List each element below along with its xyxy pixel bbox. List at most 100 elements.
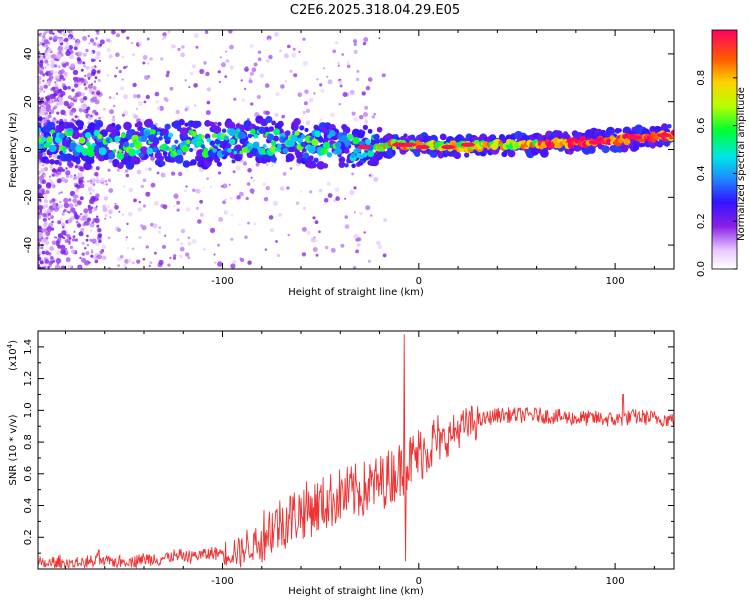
spectrogram-noise <box>85 251 90 256</box>
spectrogram-noise <box>74 92 80 98</box>
spectrogram-noise <box>162 35 167 39</box>
spectrogram-noise <box>90 206 94 209</box>
spectrogram-noise <box>364 119 369 124</box>
spectrogram-band-core <box>87 150 95 158</box>
spectrogram-noise <box>101 244 106 249</box>
spectrogram-band-core <box>48 144 57 153</box>
spectrogram-band-halo <box>318 136 324 142</box>
spectrogram-noise <box>351 172 354 176</box>
spectrogram-noise <box>213 253 216 256</box>
spectrogram-band-core <box>98 147 107 156</box>
spectrogram-noise <box>56 111 60 115</box>
spectrogram-band-core <box>129 142 135 148</box>
spectrogram-noise <box>98 239 102 243</box>
spectrogram-noise <box>222 200 226 205</box>
spectrogram-noise <box>61 212 65 216</box>
spectrogram-noise <box>90 114 93 118</box>
spectrogram-noise <box>326 75 329 78</box>
spectrogram-noise <box>87 77 91 80</box>
spectrogram-noise <box>97 78 101 83</box>
spectrogram-noise <box>96 91 101 96</box>
spectrogram-noise <box>173 254 177 258</box>
spectrogram-band-halo <box>209 140 216 146</box>
spectrogram-noise <box>62 210 65 213</box>
spectrogram-noise <box>90 51 93 54</box>
spectrogram-band-core <box>302 152 309 159</box>
spectrogram-noise <box>115 66 119 70</box>
spectrogram-noise <box>179 254 183 258</box>
spectrogram-noise <box>53 89 56 93</box>
spectrogram-noise <box>371 115 376 119</box>
spectrogram-noise <box>282 172 287 176</box>
spectrogram-band-halo <box>58 120 65 127</box>
spectrogram-band-core <box>118 149 123 154</box>
spectrogram-noise <box>48 36 53 41</box>
spectrogram-band-halo <box>268 126 275 132</box>
spectrogram-noise <box>330 247 336 253</box>
spectrogram-band-halo <box>308 155 314 161</box>
spectrogram-noise <box>112 104 116 108</box>
spectrogram-noise <box>39 85 44 90</box>
spectrogram-noise <box>279 186 285 191</box>
spectrogram-noise <box>170 44 175 49</box>
spectrogram-band-halo <box>64 153 73 162</box>
spectrogram-noise <box>121 213 125 216</box>
spectrogram-noise <box>158 230 161 234</box>
spectrogram-noise <box>301 252 307 257</box>
spectrogram-band-halo <box>178 118 185 126</box>
spectrogram-band-core <box>227 148 232 153</box>
spectrogram-band-core <box>197 133 203 140</box>
colorbar-tick-label: 0.6 <box>696 118 707 134</box>
spectrogram-noise <box>45 236 49 240</box>
spectrogram-noise <box>277 254 280 257</box>
spectrogram-band-halo <box>216 161 222 167</box>
spectrogram-noise <box>86 72 93 78</box>
spectrogram-noise <box>279 49 282 53</box>
spectrogram-noise <box>65 41 69 45</box>
spectrogram-noise <box>52 168 57 173</box>
spectrogram-noise <box>108 159 113 164</box>
spectrogram-noise <box>340 243 345 248</box>
spectrogram-y-tick-label: -20 <box>23 189 34 205</box>
spectrogram-noise <box>52 153 58 159</box>
spectrogram-noise <box>274 32 279 37</box>
spectrogram-noise <box>69 174 73 178</box>
spectrogram-noise <box>132 82 137 88</box>
spectrogram-noise <box>162 244 166 249</box>
spectrogram-band-halo <box>391 150 396 155</box>
spectrogram-noise <box>59 74 64 80</box>
spectrogram-noise <box>40 97 44 101</box>
spectrogram-band-halo <box>293 118 301 126</box>
colorbar-gradient <box>711 29 738 270</box>
spectrogram-noise <box>246 182 251 186</box>
spectrogram-noise <box>57 171 62 176</box>
spectrogram-band-halo <box>265 115 273 124</box>
spectrogram-band-core <box>300 141 306 147</box>
spectrogram-band-core <box>233 150 238 155</box>
spectrogram-noise <box>332 49 337 54</box>
spectrogram-band-core <box>334 147 342 155</box>
spectrogram-band-halo <box>429 149 439 158</box>
spectrogram-noise <box>101 255 107 260</box>
spectrogram-noise <box>44 259 50 264</box>
spectrogram-noise <box>70 216 75 221</box>
spectrogram-noise <box>292 47 296 51</box>
spectrogram-band-core <box>322 141 331 150</box>
spectrogram-noise <box>112 115 115 119</box>
spectrogram-noise <box>44 210 47 213</box>
spectrogram-noise <box>326 181 331 186</box>
spectrogram-noise <box>86 244 90 247</box>
spectrogram-noise <box>48 205 54 211</box>
spectrogram-noise <box>77 266 82 269</box>
spectrogram-noise <box>240 79 243 82</box>
spectrogram-noise <box>38 76 42 81</box>
spectrogram-noise <box>74 165 79 169</box>
colorbar: 0.0 0.2 0.4 0.6 0.8 Normalized spectral ampl… <box>696 29 747 277</box>
spectrogram-noise <box>105 183 108 186</box>
spectrogram-noise <box>43 39 49 45</box>
snr-y-tick-label: 0.6 <box>23 466 34 482</box>
spectrogram-noise <box>74 238 78 242</box>
spectrogram-band-core <box>107 152 116 160</box>
spectrogram-noise <box>78 82 82 86</box>
spectrogram-noise <box>95 179 100 184</box>
